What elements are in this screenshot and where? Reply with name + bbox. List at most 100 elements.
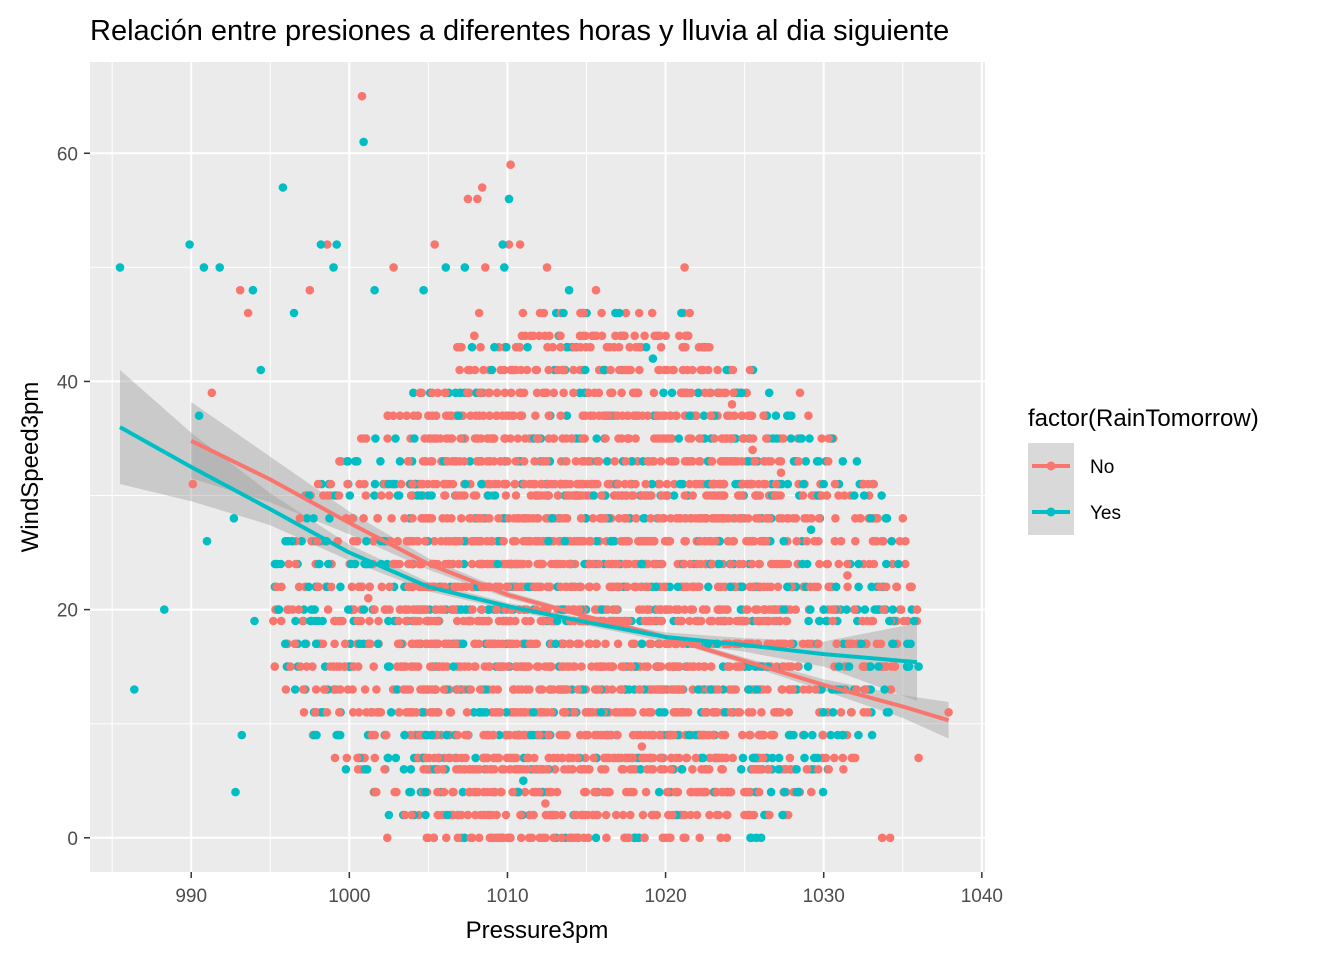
data-point (383, 411, 393, 421)
data-point (684, 730, 694, 740)
data-point (839, 765, 848, 774)
data-point (592, 434, 601, 443)
data-point (687, 514, 696, 523)
data-point (296, 662, 305, 671)
data-point (740, 787, 749, 797)
data-point (615, 582, 624, 592)
data-point (545, 331, 554, 341)
data-point (749, 582, 758, 592)
data-point (272, 559, 282, 569)
data-point (188, 479, 198, 489)
data-point (804, 616, 813, 626)
data-point (679, 559, 689, 569)
data-point (453, 833, 463, 843)
data-point (336, 582, 345, 592)
data-point (904, 662, 914, 671)
data-point (843, 571, 852, 580)
data-point (806, 605, 815, 614)
data-point (813, 753, 822, 763)
data-point (569, 388, 578, 398)
data-point (695, 536, 705, 546)
data-point (779, 605, 789, 614)
data-point (504, 194, 514, 204)
data-point (623, 411, 633, 421)
data-point (543, 479, 553, 489)
data-point (420, 536, 430, 546)
data-point (640, 514, 650, 523)
data-point (502, 342, 511, 352)
y-tick-label: 20 (57, 601, 78, 622)
data-point (395, 411, 405, 421)
data-point (325, 514, 334, 523)
data-point (779, 559, 789, 569)
data-point (589, 331, 599, 341)
data-point (494, 753, 504, 763)
data-point (859, 479, 868, 489)
data-point (755, 559, 764, 569)
data-point (335, 662, 345, 671)
data-point (571, 491, 581, 500)
data-point (562, 411, 572, 421)
data-point (836, 708, 846, 717)
data-point (726, 559, 736, 569)
data-point (286, 662, 295, 671)
data-point (505, 730, 514, 740)
data-point (788, 685, 797, 694)
data-point (659, 514, 669, 523)
data-point (346, 559, 356, 569)
data-point (580, 765, 590, 774)
data-point (881, 514, 891, 523)
data-point (430, 536, 439, 546)
data-point (380, 765, 389, 774)
data-point (583, 730, 593, 740)
data-point (643, 582, 653, 592)
data-point (616, 753, 626, 763)
data-point (574, 605, 584, 614)
data-point (207, 388, 217, 398)
data-point (372, 685, 381, 694)
data-point (537, 479, 547, 489)
data-point (407, 810, 416, 820)
data-point (485, 457, 495, 466)
data-point (726, 582, 735, 592)
data-point (606, 662, 615, 671)
data-point (376, 457, 385, 466)
data-point (469, 787, 479, 797)
data-point (655, 479, 665, 489)
data-point (688, 491, 697, 500)
data-point (330, 753, 340, 763)
data-point (704, 536, 714, 546)
data-point (529, 582, 539, 592)
data-point (343, 685, 353, 694)
data-point (530, 457, 539, 466)
data-point (532, 434, 542, 443)
data-point (649, 559, 658, 569)
data-point (483, 434, 493, 443)
data-point (269, 616, 278, 626)
data-point (792, 536, 801, 546)
data-point (517, 331, 527, 341)
data-point (645, 536, 654, 546)
data-point (901, 536, 910, 546)
data-point (497, 787, 506, 797)
data-point (619, 662, 628, 671)
data-point (541, 514, 551, 523)
data-point (601, 434, 610, 443)
data-point (516, 365, 526, 375)
data-point (667, 730, 676, 740)
data-point (549, 388, 559, 398)
data-point (801, 457, 811, 466)
data-point (722, 365, 731, 375)
data-point (749, 810, 759, 820)
data-point (717, 730, 726, 740)
data-point (637, 639, 647, 649)
data-point (461, 582, 471, 592)
data-point (326, 582, 336, 592)
data-point (430, 685, 440, 694)
data-point (452, 765, 461, 774)
data-point (594, 559, 604, 569)
data-point (581, 411, 590, 421)
data-point (645, 616, 654, 626)
data-point (643, 411, 652, 421)
data-point (470, 662, 479, 671)
